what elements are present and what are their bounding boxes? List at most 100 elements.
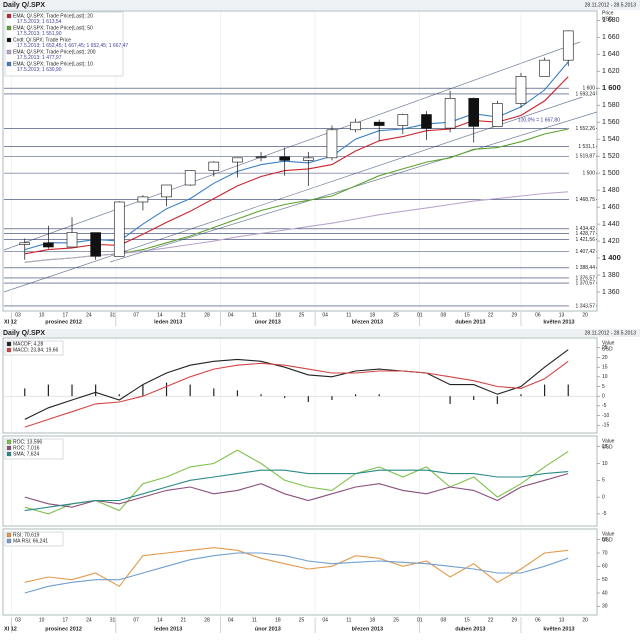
y-tick-label: 1 680: [602, 17, 620, 24]
month-label: duben 2013: [455, 319, 485, 325]
x-tick-label: 11: [252, 312, 257, 318]
x-tick-label: 13: [559, 617, 565, 623]
y-tick-label: 20: [602, 355, 608, 361]
price-frame: [2, 10, 598, 312]
y-tick-label: 1 600: [602, 83, 621, 92]
legend-value: 17.5.2013; 1 652,45; 1 667,45; 1 652,45;…: [17, 43, 128, 49]
y-tick-label: 5: [602, 478, 605, 484]
x-tick-label: 28: [204, 617, 210, 623]
y-tick-label: 1 540: [602, 136, 620, 143]
legend-swatch: [6, 25, 12, 31]
y-tick-label: 10: [602, 461, 608, 467]
x-tick-label: 17: [62, 617, 68, 623]
x-tick-label: 25: [393, 617, 399, 623]
legend-swatch: [6, 49, 12, 55]
level-label: 1 407,42: [576, 249, 596, 255]
candle-body: [515, 75, 527, 104]
axis-unit: USD: [602, 537, 613, 543]
x-tick-label: 03: [15, 312, 21, 318]
month-label: květen 2013: [543, 319, 574, 325]
level-label-bg: [569, 153, 596, 160]
legend-label: SMA; 7,624: [13, 451, 39, 457]
y-tick-label: 1 400: [602, 253, 621, 262]
legend-label: EMA; Q/.SPX; Trade Price(Last); 20: [13, 13, 93, 19]
level-label: 1 343,57: [576, 303, 596, 309]
level-label: 1 531,1: [578, 144, 595, 150]
x-tick-label: 18: [275, 312, 281, 318]
trend-line: [3, 41, 581, 251]
level-label-bg: [569, 85, 596, 92]
x-tick-label: 04: [322, 617, 328, 623]
legend-label: EMA; Q/.SPX; Trade Price(Last); 50: [13, 25, 93, 31]
macd-frame: [2, 337, 598, 434]
x-tick-label: 25: [299, 312, 305, 318]
month-label: leden 2013: [154, 626, 182, 632]
x-tick-label: 18: [370, 617, 376, 623]
candle-body: [19, 242, 31, 245]
x-tick-label: 11: [346, 312, 351, 318]
x-tick-label: 10: [39, 617, 45, 623]
level-label: 1 468,75: [576, 197, 596, 203]
month-label: duben 2013: [455, 626, 485, 632]
roc-frame: [2, 435, 598, 527]
y-tick-label: 15: [602, 444, 608, 450]
level-label: 1 593,24: [576, 91, 596, 97]
axis-unit: USD: [602, 346, 613, 352]
level-label: 1 421,56: [576, 237, 596, 243]
series-line: [24, 449, 569, 515]
y-tick-label: 1 580: [602, 102, 620, 109]
x-tick-label: 31: [110, 312, 116, 318]
month-label: leden 2013: [154, 319, 182, 325]
legend-label: MA RSI; 66,241: [13, 538, 48, 544]
level-label: 1 552,26: [576, 126, 596, 132]
series-line: [24, 473, 569, 508]
candle-body: [539, 59, 550, 77]
x-tick-label: 18: [370, 312, 376, 318]
x-tick-label: 08: [441, 617, 447, 623]
level-label-bg: [569, 225, 596, 232]
candle-body: [279, 156, 290, 161]
candle-body: [373, 121, 385, 126]
axis-label: Price: [602, 10, 614, 16]
x-tick-label: 07: [133, 312, 139, 318]
candle-body: [232, 157, 243, 163]
candle-body: [492, 103, 503, 127]
x-tick-label: 21: [181, 312, 187, 318]
y-tick-label: 40: [602, 590, 608, 596]
legend-value: 17.5.2013; 1 477,97: [17, 55, 62, 61]
candle-body: [421, 114, 432, 129]
month-label: únor 2013: [255, 626, 281, 632]
x-tick-label: 20: [582, 617, 588, 623]
x-tick-label: 04: [322, 312, 328, 318]
level-label: 1 519,87: [576, 154, 596, 160]
month-label: XI 12: [4, 319, 17, 325]
series-line: [24, 360, 569, 428]
legend-label: ROC; 7,016: [13, 445, 40, 451]
y-tick-label: -5: [602, 511, 607, 517]
x-tick-label: 20: [582, 312, 588, 318]
axis-unit: USD: [602, 16, 613, 22]
level-label-bg: [569, 280, 596, 287]
x-tick-label: 04: [228, 312, 234, 318]
series-line: [24, 349, 569, 420]
x-tick-label: 10: [39, 312, 45, 318]
candle-body: [161, 184, 172, 198]
month-label: XI 12: [4, 626, 17, 632]
month-label: prosinec 2012: [45, 319, 82, 325]
month-label: únor 2013: [255, 319, 281, 325]
legend-box: [4, 340, 64, 356]
legend-label: Cndl; Q/.SPX; Trade Price: [13, 37, 71, 43]
x-tick-label: 31: [110, 617, 116, 623]
y-tick-label: 1 560: [602, 119, 620, 126]
candle-body: [326, 129, 338, 159]
level-label-bg: [569, 302, 596, 309]
y-tick-label: 80: [602, 537, 608, 543]
x-tick-label: 25: [393, 312, 399, 318]
x-tick-label: 15: [464, 617, 470, 623]
series-line: [24, 469, 569, 512]
y-tick-label: 1 360: [602, 289, 620, 296]
axis-label: Value: [602, 340, 615, 346]
y-tick-label: 10: [602, 374, 608, 380]
x-tick-label: 17: [62, 312, 68, 318]
